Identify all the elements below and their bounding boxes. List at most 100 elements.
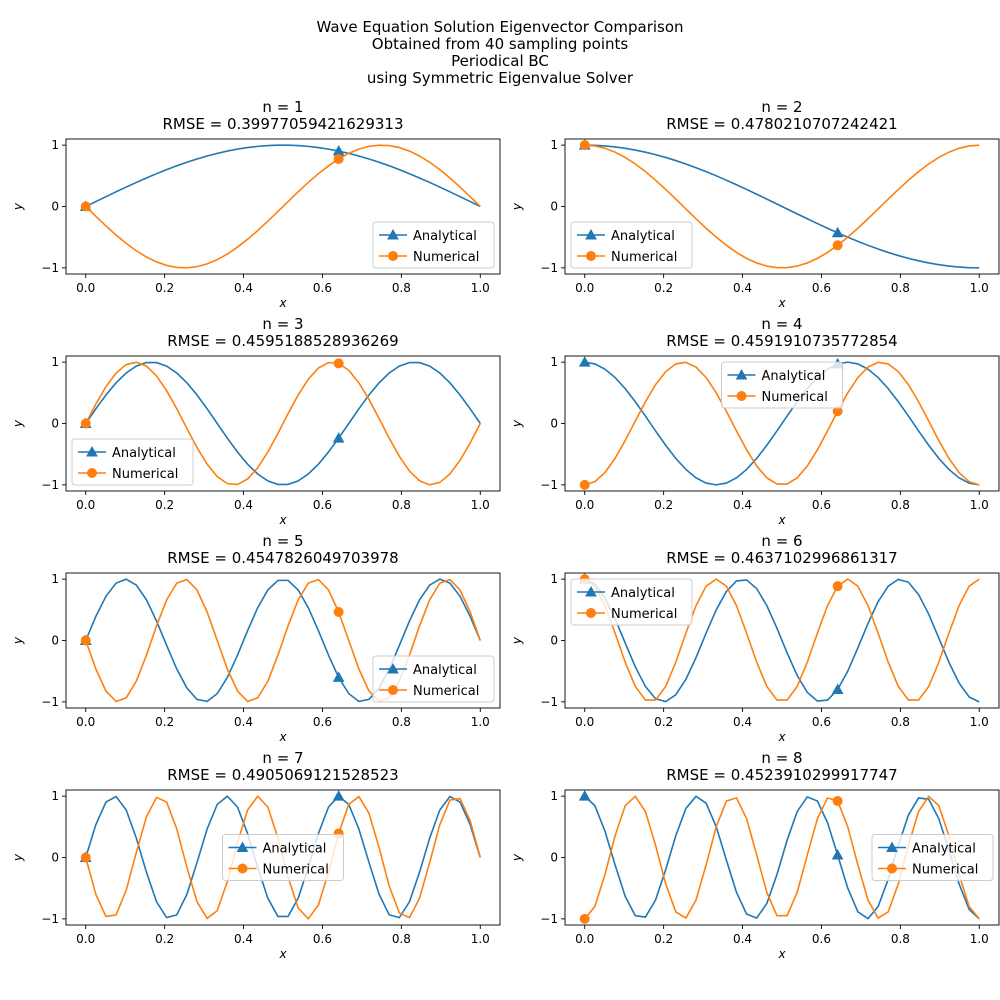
x-tick-label: 0.4 <box>733 715 752 729</box>
y-tick-label: 1 <box>550 355 558 369</box>
legend-label-analytical: Analytical <box>762 369 826 384</box>
x-axis-label: x <box>278 513 287 527</box>
series-marker-analytical <box>578 790 591 801</box>
y-tick-label: 0 <box>550 634 558 648</box>
y-tick-label: −1 <box>540 912 558 926</box>
y-tick-label: 0 <box>51 851 59 865</box>
x-tick-label: 1.0 <box>471 932 490 946</box>
legend-label-numerical: Numerical <box>413 684 479 699</box>
x-tick-label: 1.0 <box>970 932 989 946</box>
x-tick-label: 0.6 <box>313 281 332 295</box>
y-tick-label: 0 <box>51 634 59 648</box>
series-line-analytical <box>84 578 482 703</box>
series-marker-numerical <box>333 358 344 369</box>
legend-label-analytical: Analytical <box>611 229 675 244</box>
series-line-numerical <box>85 144 481 269</box>
series-marker-analytical <box>332 432 345 443</box>
legend-label-analytical: Analytical <box>413 229 477 244</box>
legend: Analytical Numerical <box>721 361 843 409</box>
series-marker-numerical <box>80 418 91 429</box>
x-tick-label: 0.0 <box>76 932 95 946</box>
x-tick-label: 0.6 <box>313 498 332 512</box>
y-tick-label: 1 <box>550 138 558 152</box>
x-tick-label: 0.8 <box>891 932 910 946</box>
legend-marker-numerical <box>237 863 248 874</box>
x-tick-label: 0.8 <box>392 715 411 729</box>
legend-label-analytical: Analytical <box>263 842 327 857</box>
legend-marker-analytical <box>886 841 898 852</box>
legend-marker-numerical <box>887 863 897 874</box>
x-tick-label: 0.2 <box>155 715 174 729</box>
y-tick-label: 1 <box>550 572 558 586</box>
panel-title-line: RMSE = 0.4523910299917747 <box>666 766 897 784</box>
legend-label-analytical: Analytical <box>413 663 477 678</box>
panel-title-line: RMSE = 0.4591910735772854 <box>666 332 897 350</box>
x-tick-label: 0.6 <box>313 715 332 729</box>
x-tick-label: 0.8 <box>891 498 910 512</box>
panel-title-line: RMSE = 0.4780210707242421 <box>666 115 897 133</box>
legend-label-numerical: Numerical <box>611 607 677 622</box>
series-marker-numerical <box>579 913 590 924</box>
panel-title-line: n = 8 <box>761 749 802 767</box>
y-axis-label: y <box>11 202 25 211</box>
x-tick-label: 0.8 <box>891 715 910 729</box>
series-line-analytical <box>584 144 980 269</box>
x-axis-label: x <box>777 730 786 744</box>
legend: Analytical Numerical <box>570 221 693 269</box>
series-line-numerical <box>85 361 481 486</box>
series-marker-numerical <box>333 153 344 164</box>
y-tick-label: 0 <box>550 200 558 214</box>
x-axis-label: x <box>777 947 786 961</box>
x-tick-label: 0.6 <box>812 498 831 512</box>
y-tick-label: 1 <box>51 355 59 369</box>
x-tick-label: 0.0 <box>575 498 594 512</box>
x-tick-label: 0.4 <box>234 498 253 512</box>
x-tick-label: 0.2 <box>654 715 673 729</box>
x-tick-label: 1.0 <box>471 498 490 512</box>
x-tick-label: 0.2 <box>654 498 673 512</box>
series-line-numerical <box>584 795 980 920</box>
suptitle-line-4: using Symmetric Eigenvalue Solver <box>367 69 634 87</box>
legend-label-numerical: Numerical <box>762 390 828 405</box>
legend-marker-numerical <box>586 608 596 618</box>
legend-marker-analytical <box>236 841 249 852</box>
series-marker-analytical <box>332 790 345 801</box>
series-marker-numerical <box>80 635 91 646</box>
x-tick-label: 0.2 <box>155 498 174 512</box>
suptitle-line-1: Wave Equation Solution Eigenvector Compa… <box>316 18 683 36</box>
x-tick-label: 0.2 <box>155 932 174 946</box>
series-marker-numerical <box>80 852 91 863</box>
series-marker-numerical <box>579 479 590 490</box>
x-tick-label: 0.4 <box>234 281 253 295</box>
panel-title-line: RMSE = 0.4547826049703978 <box>167 549 398 567</box>
x-tick-label: 0.0 <box>76 715 95 729</box>
panel-title-line: n = 3 <box>262 315 303 333</box>
x-tick-label: 0.0 <box>575 932 594 946</box>
y-tick-label: 1 <box>51 572 59 586</box>
series-line-analytical <box>85 144 481 208</box>
suptitle-line-2: Obtained from 40 sampling points <box>372 35 629 53</box>
x-tick-label: 0.8 <box>392 281 411 295</box>
x-tick-label: 1.0 <box>471 715 490 729</box>
legend-marker-analytical <box>387 662 399 674</box>
x-axis-label: x <box>278 296 287 310</box>
y-axis-label: y <box>11 853 25 862</box>
y-tick-label: 0 <box>51 417 59 431</box>
x-tick-label: 1.0 <box>471 281 490 295</box>
y-tick-label: 0 <box>550 851 558 865</box>
y-tick-label: 0 <box>51 200 59 214</box>
y-axis-label: y <box>510 202 524 211</box>
legend-marker-numerical <box>586 251 596 261</box>
x-tick-label: 0.0 <box>575 281 594 295</box>
series-line-numerical <box>584 144 980 269</box>
y-tick-label: −1 <box>41 478 59 492</box>
legend-label-numerical: Numerical <box>413 250 479 265</box>
legend-label-analytical: Analytical <box>611 586 675 601</box>
figure-suptitle: Wave Equation Solution Eigenvector Compa… <box>316 18 683 87</box>
